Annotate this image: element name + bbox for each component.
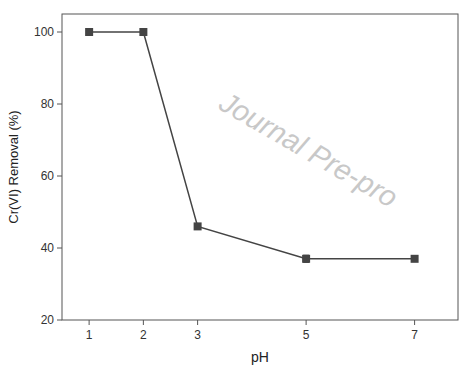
marker	[85, 28, 93, 36]
marker	[139, 28, 147, 36]
y-tick	[57, 32, 62, 33]
y-tick-label: 20	[41, 313, 55, 327]
x-tick-label: 3	[194, 328, 201, 342]
y-tick	[57, 176, 62, 177]
x-tick-label: 2	[140, 328, 147, 342]
x-tick	[306, 320, 307, 325]
y-tick	[57, 320, 62, 321]
marker	[411, 255, 419, 263]
line	[89, 32, 414, 259]
x-axis-label: pH	[251, 349, 269, 365]
plot-frame	[62, 14, 458, 320]
marker	[194, 222, 202, 230]
y-tick	[57, 248, 62, 249]
plot-area	[85, 28, 418, 263]
chart: 1 2 3 5 7 20 40 60 80 100 pH Cr(VI) Removal (%) Jour…	[0, 0, 474, 372]
x-tick-label: 5	[303, 328, 310, 342]
error-bar	[303, 255, 309, 262]
y-tick	[57, 104, 62, 105]
watermark: Journal Pre-pro	[213, 85, 403, 213]
x-tick-label: 1	[86, 328, 93, 342]
x-tick	[414, 320, 415, 325]
y-tick-label: 80	[41, 97, 55, 111]
y-axis-label: Cr(VI) Removal (%)	[6, 110, 21, 223]
x-tick-label: 7	[411, 328, 418, 342]
marker	[302, 255, 310, 263]
y-tick-label: 60	[41, 169, 55, 183]
x-tick	[197, 320, 198, 325]
axes: 1 2 3 5 7 20 40 60 80 100	[34, 25, 418, 342]
y-tick-label: 100	[34, 25, 54, 39]
x-tick	[143, 320, 144, 325]
y-tick-label: 40	[41, 241, 55, 255]
x-tick	[89, 320, 90, 325]
